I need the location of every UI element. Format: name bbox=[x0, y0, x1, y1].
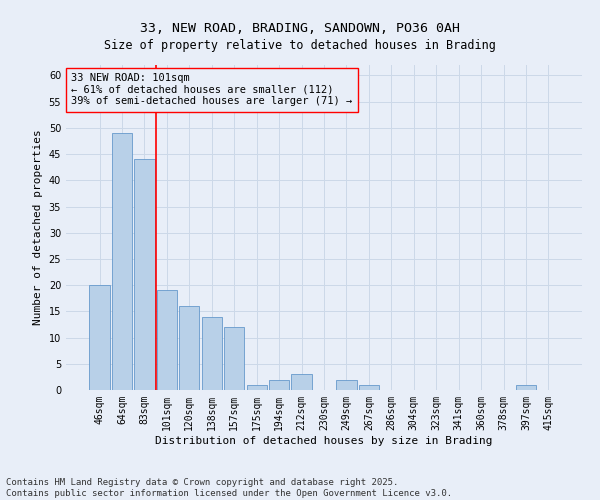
Text: Size of property relative to detached houses in Brading: Size of property relative to detached ho… bbox=[104, 39, 496, 52]
Bar bbox=[359, 385, 379, 390]
Bar bbox=[269, 380, 289, 390]
Bar bbox=[157, 290, 177, 390]
Bar bbox=[134, 160, 155, 390]
X-axis label: Distribution of detached houses by size in Brading: Distribution of detached houses by size … bbox=[155, 436, 493, 446]
Bar bbox=[89, 285, 110, 390]
Bar bbox=[179, 306, 199, 390]
Y-axis label: Number of detached properties: Number of detached properties bbox=[33, 130, 43, 326]
Bar bbox=[516, 385, 536, 390]
Bar bbox=[247, 385, 267, 390]
Text: 33, NEW ROAD, BRADING, SANDOWN, PO36 0AH: 33, NEW ROAD, BRADING, SANDOWN, PO36 0AH bbox=[140, 22, 460, 36]
Bar bbox=[202, 316, 222, 390]
Bar bbox=[292, 374, 311, 390]
Bar bbox=[224, 327, 244, 390]
Text: 33 NEW ROAD: 101sqm
← 61% of detached houses are smaller (112)
39% of semi-detac: 33 NEW ROAD: 101sqm ← 61% of detached ho… bbox=[71, 73, 352, 106]
Bar bbox=[337, 380, 356, 390]
Bar bbox=[112, 133, 132, 390]
Text: Contains HM Land Registry data © Crown copyright and database right 2025.
Contai: Contains HM Land Registry data © Crown c… bbox=[6, 478, 452, 498]
